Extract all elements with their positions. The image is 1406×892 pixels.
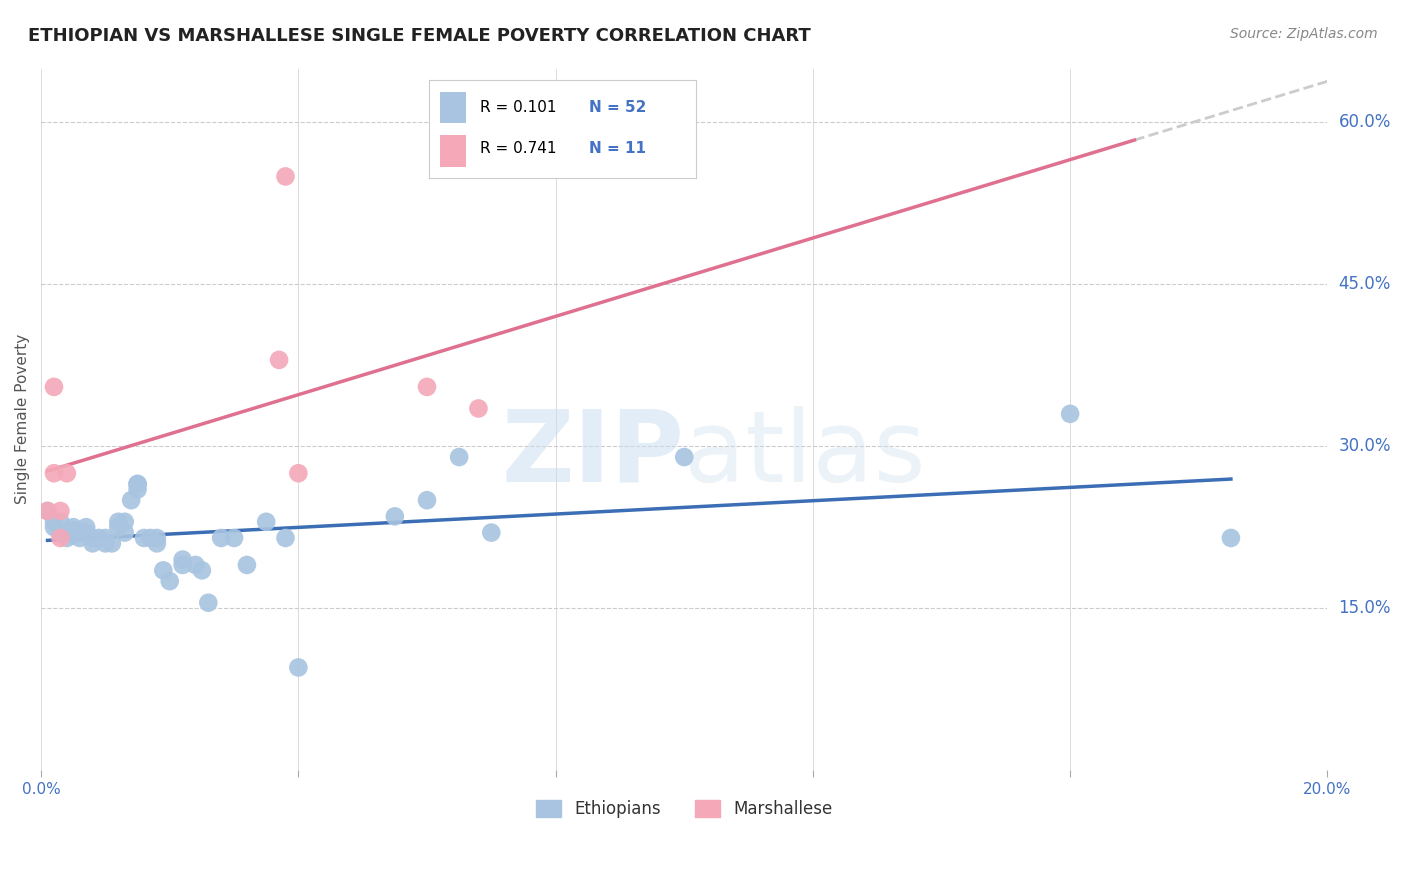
- Point: [42, 467, 65, 481]
- Point: [449, 450, 471, 464]
- Point: [209, 531, 232, 545]
- Point: [69, 531, 91, 545]
- Point: [132, 531, 155, 545]
- Legend: Ethiopians, Marshallese: Ethiopians, Marshallese: [530, 793, 839, 825]
- Point: [152, 563, 174, 577]
- Point: [416, 380, 439, 394]
- Point: [139, 531, 162, 545]
- Point: [37, 504, 59, 518]
- Text: 60.0%: 60.0%: [1339, 113, 1391, 131]
- Point: [146, 531, 169, 545]
- Point: [1059, 407, 1081, 421]
- Point: [82, 536, 104, 550]
- Text: 45.0%: 45.0%: [1339, 276, 1391, 293]
- Text: ETHIOPIAN VS MARSHALLESE SINGLE FEMALE POVERTY CORRELATION CHART: ETHIOPIAN VS MARSHALLESE SINGLE FEMALE P…: [28, 27, 811, 45]
- Point: [42, 515, 65, 529]
- Point: [479, 525, 502, 540]
- Y-axis label: Single Female Poverty: Single Female Poverty: [15, 334, 30, 504]
- Text: 15.0%: 15.0%: [1339, 599, 1391, 617]
- Point: [120, 493, 142, 508]
- Text: 30.0%: 30.0%: [1339, 437, 1391, 455]
- Point: [49, 525, 72, 540]
- Point: [127, 477, 149, 491]
- Point: [127, 483, 149, 497]
- Point: [274, 531, 297, 545]
- Point: [49, 504, 72, 518]
- Text: ZIP: ZIP: [502, 406, 685, 503]
- FancyBboxPatch shape: [440, 136, 467, 167]
- Point: [172, 558, 194, 572]
- Point: [56, 531, 79, 545]
- Point: [146, 536, 169, 550]
- Point: [191, 563, 214, 577]
- Text: R = 0.101: R = 0.101: [479, 100, 557, 115]
- Point: [267, 352, 290, 367]
- Point: [56, 467, 79, 481]
- Point: [184, 558, 207, 572]
- Text: atlas: atlas: [685, 406, 927, 503]
- Point: [42, 520, 65, 534]
- Point: [82, 531, 104, 545]
- Point: [49, 515, 72, 529]
- Text: R = 0.741: R = 0.741: [479, 142, 557, 156]
- Point: [114, 525, 136, 540]
- Point: [107, 520, 129, 534]
- Point: [172, 552, 194, 566]
- Point: [254, 515, 277, 529]
- Point: [49, 531, 72, 545]
- Point: [107, 515, 129, 529]
- Point: [75, 520, 97, 534]
- Point: [287, 660, 309, 674]
- Point: [1219, 531, 1241, 545]
- FancyBboxPatch shape: [440, 92, 467, 123]
- Point: [159, 574, 181, 589]
- Point: [236, 558, 259, 572]
- Point: [94, 531, 117, 545]
- Point: [287, 467, 309, 481]
- Text: N = 52: N = 52: [589, 100, 647, 115]
- Point: [127, 477, 149, 491]
- Point: [114, 515, 136, 529]
- Point: [222, 531, 245, 545]
- Point: [673, 450, 696, 464]
- Point: [384, 509, 406, 524]
- Point: [94, 536, 117, 550]
- Text: N = 11: N = 11: [589, 142, 647, 156]
- Point: [62, 527, 84, 541]
- Point: [37, 504, 59, 518]
- Point: [75, 525, 97, 540]
- Point: [62, 524, 84, 538]
- Point: [87, 531, 110, 545]
- Text: Source: ZipAtlas.com: Source: ZipAtlas.com: [1230, 27, 1378, 41]
- Point: [56, 525, 79, 540]
- Point: [69, 525, 91, 540]
- Point: [467, 401, 489, 416]
- Point: [274, 169, 297, 184]
- Point: [101, 536, 124, 550]
- Point: [416, 493, 439, 508]
- Point: [197, 596, 219, 610]
- Point: [62, 520, 84, 534]
- Point: [42, 380, 65, 394]
